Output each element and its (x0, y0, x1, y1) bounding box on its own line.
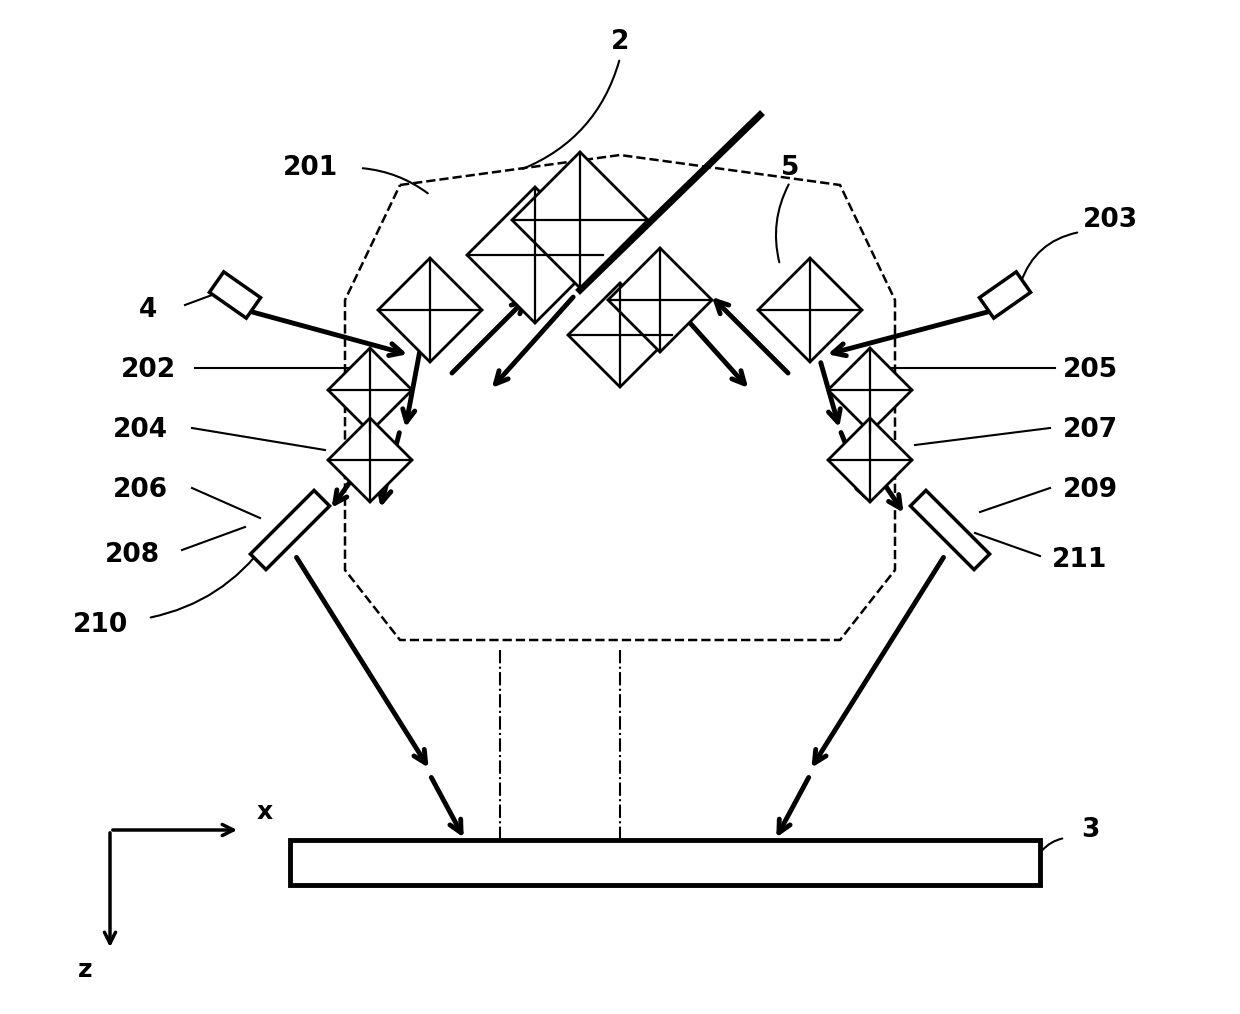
Polygon shape (608, 248, 712, 352)
Text: 3: 3 (1081, 817, 1099, 843)
Polygon shape (210, 272, 260, 318)
Polygon shape (329, 348, 412, 432)
Text: 207: 207 (1063, 417, 1117, 443)
Text: 210: 210 (72, 612, 128, 638)
Text: 205: 205 (1063, 357, 1117, 383)
Text: x: x (257, 800, 273, 824)
Text: 5: 5 (781, 155, 800, 182)
Text: 202: 202 (120, 357, 176, 383)
Polygon shape (467, 187, 603, 323)
Text: 211: 211 (1053, 547, 1107, 573)
Text: 203: 203 (1083, 207, 1137, 233)
Polygon shape (910, 491, 990, 570)
Text: z: z (78, 958, 92, 982)
Text: 4: 4 (139, 297, 157, 323)
Text: 201: 201 (283, 155, 337, 182)
Polygon shape (828, 418, 911, 502)
Polygon shape (758, 258, 862, 362)
Polygon shape (568, 283, 672, 387)
Polygon shape (250, 491, 330, 570)
Text: 209: 209 (1063, 477, 1117, 503)
Text: 2: 2 (611, 29, 629, 55)
Text: 206: 206 (113, 477, 167, 503)
Bar (290, 840, 1040, 885)
Polygon shape (329, 418, 412, 502)
Text: 204: 204 (113, 417, 167, 443)
Polygon shape (980, 272, 1030, 318)
Polygon shape (378, 258, 482, 362)
Polygon shape (828, 348, 911, 432)
Text: 208: 208 (104, 542, 160, 568)
Polygon shape (512, 152, 649, 288)
